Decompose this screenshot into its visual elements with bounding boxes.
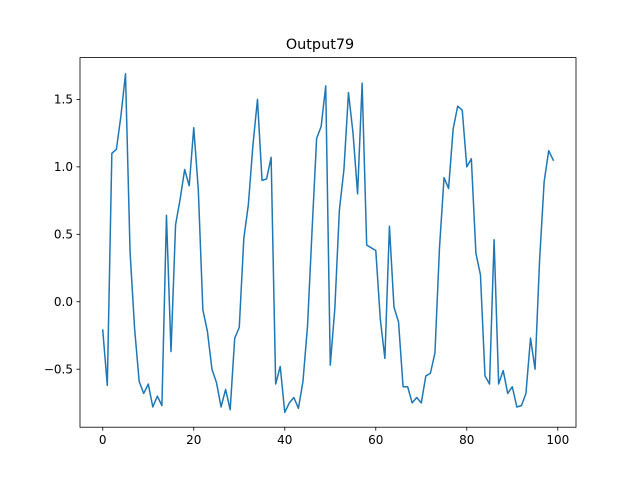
x-tick-label: 20: [186, 433, 201, 447]
y-tick-label: 1.5: [54, 93, 73, 107]
y-tick-label: −0.5: [44, 362, 73, 376]
chart-title: Output79: [286, 37, 354, 53]
x-tick-label: 60: [368, 433, 383, 447]
x-tick-label: 80: [459, 433, 474, 447]
axes-frame: [79, 57, 577, 428]
x-tick-label: 100: [546, 433, 569, 447]
series-layer: [101, 73, 555, 414]
y-tick-label: 1.0: [54, 160, 73, 174]
series-line-0: [101, 73, 555, 414]
axes-layer: 0 20 40 60 80 100 −0.5 0.0 0.5 1.0 1.5: [44, 57, 577, 447]
y-tick-label: 0.5: [54, 228, 73, 242]
x-tick-label: 40: [277, 433, 292, 447]
x-tick-label: 0: [99, 433, 107, 447]
y-tick-label: 0.0: [54, 295, 73, 309]
